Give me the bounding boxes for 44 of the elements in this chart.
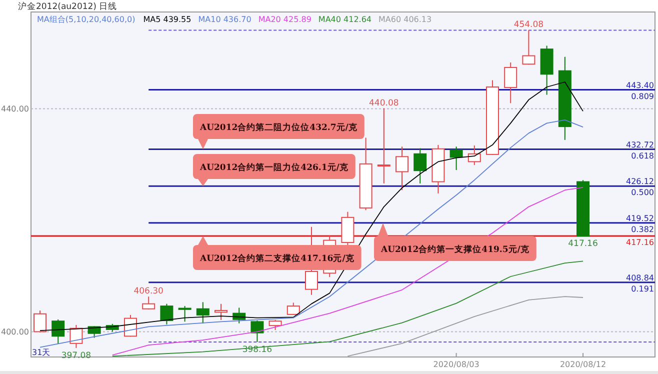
line-series: [112, 260, 584, 357]
annotation: 417.16: [568, 239, 598, 250]
candlestick: [196, 302, 210, 324]
annotation: AU2012合约第一支撑位419.5元/克: [380, 244, 530, 255]
candlestick: [450, 146, 463, 171]
candlestick: [414, 148, 427, 184]
y-tick-label: 400.00: [1, 328, 29, 337]
candlestick: [522, 30, 536, 66]
candlestick: [377, 108, 390, 184]
annotation: AU2012合约第二支撑位417.16元/克: [199, 253, 356, 264]
ref-line-label: 417.16: [626, 238, 654, 248]
text: MA10 436.70: [198, 15, 252, 24]
candlestick: [214, 303, 228, 320]
ref-line-label: 432.72 0.618: [626, 140, 654, 160]
text: MA20 425.89: [258, 15, 312, 24]
chart-title: 沪金2012(au2012) 日线: [18, 1, 118, 12]
x-tick-label: 2020/08/03: [433, 360, 480, 369]
annotation: 397.08: [61, 350, 92, 361]
annotation: AU2012合约第二阻力位位432.7元/克: [199, 122, 358, 133]
ref-line-label: 408.84 0.191: [626, 273, 654, 294]
annotation: 406.30: [134, 286, 164, 297]
text: MA60 406.13: [378, 15, 432, 24]
annotation: 398.16: [242, 344, 272, 355]
ref-line-label: 419.52 0.382: [626, 214, 654, 234]
candlestick: [160, 303, 174, 325]
x-tick-label: 2020/08/12: [560, 360, 606, 369]
candlestick: [178, 306, 192, 322]
candlestick: [286, 302, 300, 316]
annotation: 440.08: [369, 98, 399, 108]
candlestick: [142, 296, 156, 310]
candlestick: [250, 320, 264, 342]
candlestick: [268, 319, 282, 331]
y-tick-label: 440.00: [1, 104, 29, 114]
ref-line-label: 426.12 0.500: [626, 177, 654, 198]
text: MA40 412.64: [318, 15, 372, 24]
annotation: AU2012合约第一阻力位426.1元/克: [199, 162, 350, 173]
annotation: 31天: [32, 348, 50, 357]
candlestick: [52, 318, 65, 344]
chart-subtitle: MA组合(5,10,20,40,60,0): [37, 15, 136, 24]
candlestick: [396, 146, 408, 191]
annotation: 454.08: [514, 20, 544, 30]
ref-line-label: 443.40 0.809: [626, 80, 654, 101]
text: MA5 439.55: [143, 15, 192, 24]
candlestick: [504, 62, 518, 104]
